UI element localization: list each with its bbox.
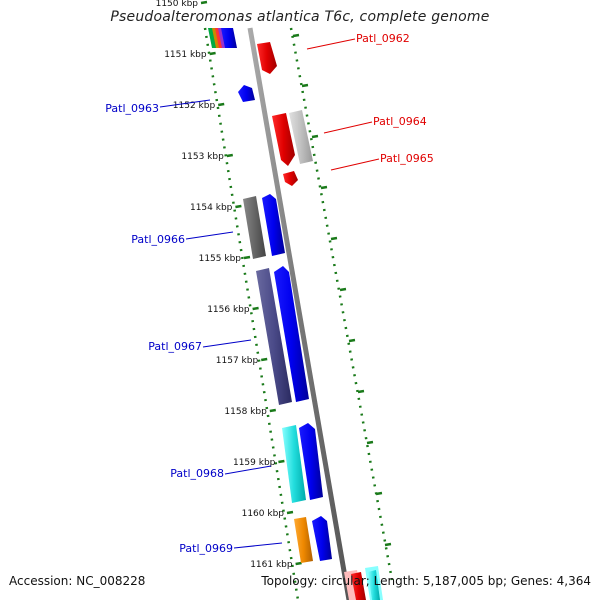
gene-Patl_0967[interactable] [256, 268, 292, 405]
ruler-tick [286, 510, 294, 515]
gene-Patl_0963[interactable] [238, 85, 255, 102]
ruler-tick-label: 1157 kbp [216, 356, 259, 366]
ruler-tick [217, 102, 225, 107]
gene-blue-0967b[interactable] [274, 266, 309, 402]
topology-summary: Topology: circular; Length: 5,187,005 bp… [261, 574, 591, 588]
label-leaders [159, 38, 380, 549]
ruler-tick-label: 1151 kbp [164, 50, 207, 60]
gene-labels: Patl_0962 Patl_0963 Patl_0964 Patl_0965 … [105, 32, 434, 555]
gene-Patl_0969[interactable] [294, 517, 313, 563]
ruler-tick [269, 408, 277, 413]
gene-blue-0966b[interactable] [262, 194, 285, 256]
gene-light-pair[interactable] [289, 110, 313, 164]
gene-label[interactable]: Patl_0962 [356, 32, 410, 45]
genome-backbone [247, 27, 352, 600]
gene-Patl_0965[interactable] [283, 171, 298, 186]
gene-label[interactable]: Patl_0967 [148, 340, 202, 353]
ruler-tick [295, 561, 302, 566]
gene-cluster-top [208, 28, 237, 48]
outer-ruler-line [289, 27, 394, 581]
ruler-tick-label: 1158 kbp [224, 407, 267, 417]
ruler-tick-label: 1155 kbp [199, 254, 242, 264]
ruler-tick-label: 1156 kbp [207, 305, 250, 315]
inner-ruler-ticks [200, 0, 302, 566]
outer-ruler-ticks [292, 33, 392, 547]
ruler-tick [260, 357, 268, 362]
gene-label[interactable]: Patl_0969 [179, 542, 233, 555]
ruler-tick-label: 1150 kbp [156, 0, 199, 9]
gene-cluster-bottom [344, 566, 383, 600]
ruler-tick [209, 51, 216, 56]
ruler-tick [235, 204, 242, 209]
gene-blue-0968b[interactable] [299, 423, 323, 500]
map-title: Pseudoalteromonas atlantica T6c, complet… [110, 9, 490, 25]
inner-ruler-line [203, 27, 300, 600]
gene-Patl_0962[interactable] [257, 42, 277, 74]
gene-Patl_0964[interactable] [272, 113, 295, 166]
ruler-tick-label: 1161 kbp [250, 560, 293, 570]
gene-label[interactable]: Patl_0963 [105, 102, 159, 115]
ruler-tick-label: 1154 kbp [190, 203, 233, 213]
tick-labels: 1150 kbp 1151 kbp 1152 kbp 1153 kbp 1154 kbp… [156, 0, 293, 570]
ruler-tick-label: 1153 kbp [181, 152, 224, 162]
ruler-tick [278, 459, 285, 464]
ruler-tick [226, 153, 234, 158]
ruler-tick-label: 1152 kbp [173, 101, 216, 111]
gene-label[interactable]: Patl_0965 [380, 152, 434, 165]
ruler-tick-label: 1159 kbp [233, 458, 276, 468]
gene-label[interactable]: Patl_0966 [131, 233, 185, 246]
accession-text: Accession: NC_008228 [9, 574, 146, 588]
gene-label[interactable]: Patl_0968 [170, 467, 224, 480]
gene-label[interactable]: Patl_0964 [373, 115, 427, 128]
ruler-tick [243, 255, 251, 260]
ruler-tick [200, 0, 208, 5]
gene-blue-0969b[interactable] [312, 516, 332, 561]
ruler-tick-label: 1160 kbp [242, 509, 285, 519]
ruler-tick [252, 306, 259, 311]
gene-Patl_0966[interactable] [243, 196, 266, 259]
gene-Patl_0968[interactable] [282, 425, 306, 503]
